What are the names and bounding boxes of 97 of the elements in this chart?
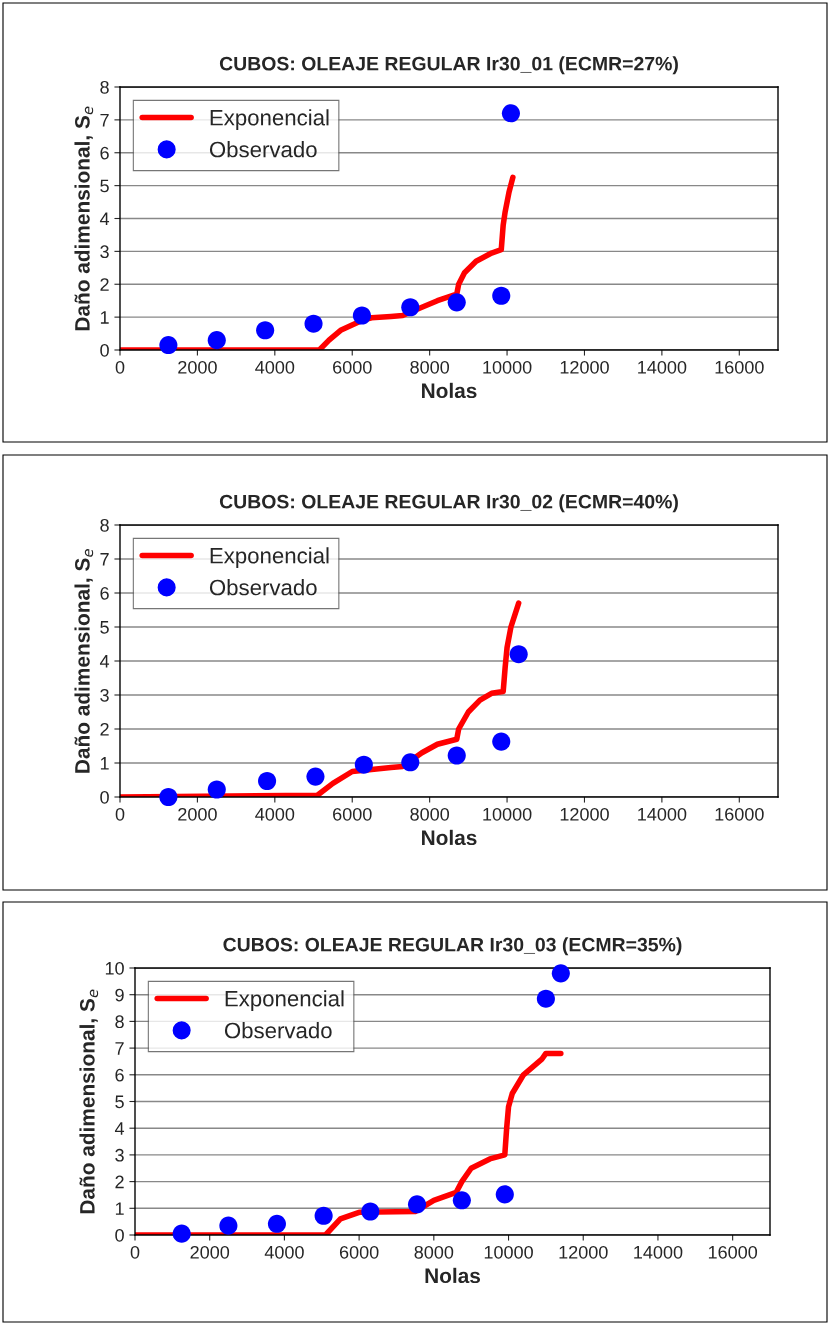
point <box>304 314 323 333</box>
y-tick-label: 2 <box>100 278 109 291</box>
y-tick-label: 0 <box>100 790 109 804</box>
y-tick-label: 6 <box>100 146 109 160</box>
y-tick-label: 1 <box>100 757 109 770</box>
point <box>495 1185 514 1204</box>
x-tick-label: 4000 <box>264 1245 304 1259</box>
y-tick-label: 0 <box>100 343 109 357</box>
legend-label: Exponencial <box>225 990 344 1011</box>
x-tick-label: 10000 <box>483 807 532 821</box>
point <box>536 989 555 1008</box>
x-tick-label: 8000 <box>410 807 450 821</box>
x-tick-label: 2000 <box>190 1245 230 1259</box>
legend-label: Observado <box>209 141 317 158</box>
point <box>452 1191 471 1210</box>
point <box>219 1216 238 1235</box>
y-tick-label: 4 <box>114 1122 125 1135</box>
point <box>509 645 528 664</box>
x-tick-label: 6000 <box>339 1245 379 1259</box>
x-tick-label: 12000 <box>560 807 609 821</box>
x-tick-label: 14000 <box>638 360 687 374</box>
y-tick-label: 5 <box>100 179 109 193</box>
x-tick-label: 2000 <box>178 807 217 821</box>
y-tick-label: 0 <box>115 1228 124 1242</box>
x-tick-label: 12000 <box>560 360 609 374</box>
y-tick-label: 8 <box>115 1015 124 1029</box>
x-tick-label: 6000 <box>333 807 372 821</box>
x-tick-label: 12000 <box>559 1245 608 1259</box>
point <box>207 780 226 799</box>
y-tick-label: 7 <box>115 1042 124 1055</box>
point <box>352 306 371 325</box>
x-tick-label: 14000 <box>634 1245 683 1259</box>
x-tick-label: 16000 <box>715 807 764 821</box>
x-tick-label: 16000 <box>715 360 764 374</box>
x-tick-label: 10000 <box>483 360 532 374</box>
y-tick-label: 8 <box>100 518 109 532</box>
point <box>314 1206 333 1225</box>
x-tick-label: 8000 <box>414 1245 454 1259</box>
y-tick-label: 10 <box>105 961 124 975</box>
x-tick-label: 6000 <box>333 360 372 374</box>
x-tick-label: 4000 <box>255 807 295 821</box>
x-axis-title: Nolas <box>425 1267 481 1284</box>
y-tick-label: 7 <box>100 553 109 566</box>
y-tick-label: 3 <box>100 245 109 259</box>
x-tick-label: 10000 <box>484 1245 533 1259</box>
y-tick-label: 2 <box>100 722 109 736</box>
y-axis-title: Daño adimensional, S$_{e}$ <box>74 106 94 331</box>
point <box>501 104 520 123</box>
point <box>172 1224 191 1243</box>
y-tick-label: 7 <box>100 114 109 127</box>
y-axis-title: Daño adimensional, S$_{e}$ <box>74 549 94 773</box>
point <box>492 286 511 305</box>
y-tick-label: 3 <box>100 688 109 702</box>
point <box>492 732 511 751</box>
legend-label: Exponencial <box>210 109 329 130</box>
legend-label: Observado <box>224 1022 332 1039</box>
x-tick-label: 16000 <box>708 1245 758 1259</box>
y-tick-label: 6 <box>115 1068 124 1082</box>
point <box>401 298 420 317</box>
point <box>551 964 570 983</box>
x-tick-label: 2000 <box>178 360 217 374</box>
point <box>447 293 466 312</box>
x-tick-label: 14000 <box>638 807 687 821</box>
point <box>159 787 178 807</box>
x-axis-title: Nolas <box>422 382 477 399</box>
point <box>401 753 420 772</box>
y-tick-label: 5 <box>115 1095 124 1109</box>
y-tick-label: 1 <box>115 1202 124 1215</box>
y-tick-label: 4 <box>99 212 110 226</box>
chart-title: CUBOS: OLEAJE REGULAR Ir30_02 (ECMR=40%) <box>219 494 678 513</box>
point <box>258 771 277 791</box>
point <box>159 336 178 355</box>
chart-title: CUBOS: OLEAJE REGULAR Ir30_01 (ECMR=27%) <box>219 56 678 75</box>
x-axis-title: Nolas <box>422 829 477 846</box>
y-axis-title: Daño adimensional, S$_{e}$ <box>79 989 99 1214</box>
y-tick-label: 3 <box>115 1148 124 1162</box>
point <box>407 1195 427 1214</box>
point <box>256 321 275 340</box>
legend-label: Observado <box>209 579 317 596</box>
y-tick-label: 6 <box>100 586 109 600</box>
x-tick-label: 8000 <box>410 360 450 374</box>
point <box>447 746 466 765</box>
point <box>267 1214 286 1233</box>
legend-label: Exponencial <box>210 547 329 568</box>
x-tick-label: 4000 <box>255 360 295 374</box>
y-tick-label: 5 <box>100 621 109 634</box>
point <box>306 767 325 786</box>
chart-title: CUBOS: OLEAJE REGULAR Ir30_03 (ECMR=35%) <box>223 937 682 956</box>
point <box>354 755 373 774</box>
point <box>361 1202 380 1221</box>
y-tick-label: 4 <box>99 655 110 668</box>
y-tick-label: 2 <box>115 1175 124 1189</box>
y-tick-label: 1 <box>100 311 109 324</box>
y-tick-label: 9 <box>115 988 124 1002</box>
point <box>207 331 226 350</box>
y-tick-label: 8 <box>100 80 109 94</box>
x-tick-label: 0 <box>130 1245 140 1259</box>
